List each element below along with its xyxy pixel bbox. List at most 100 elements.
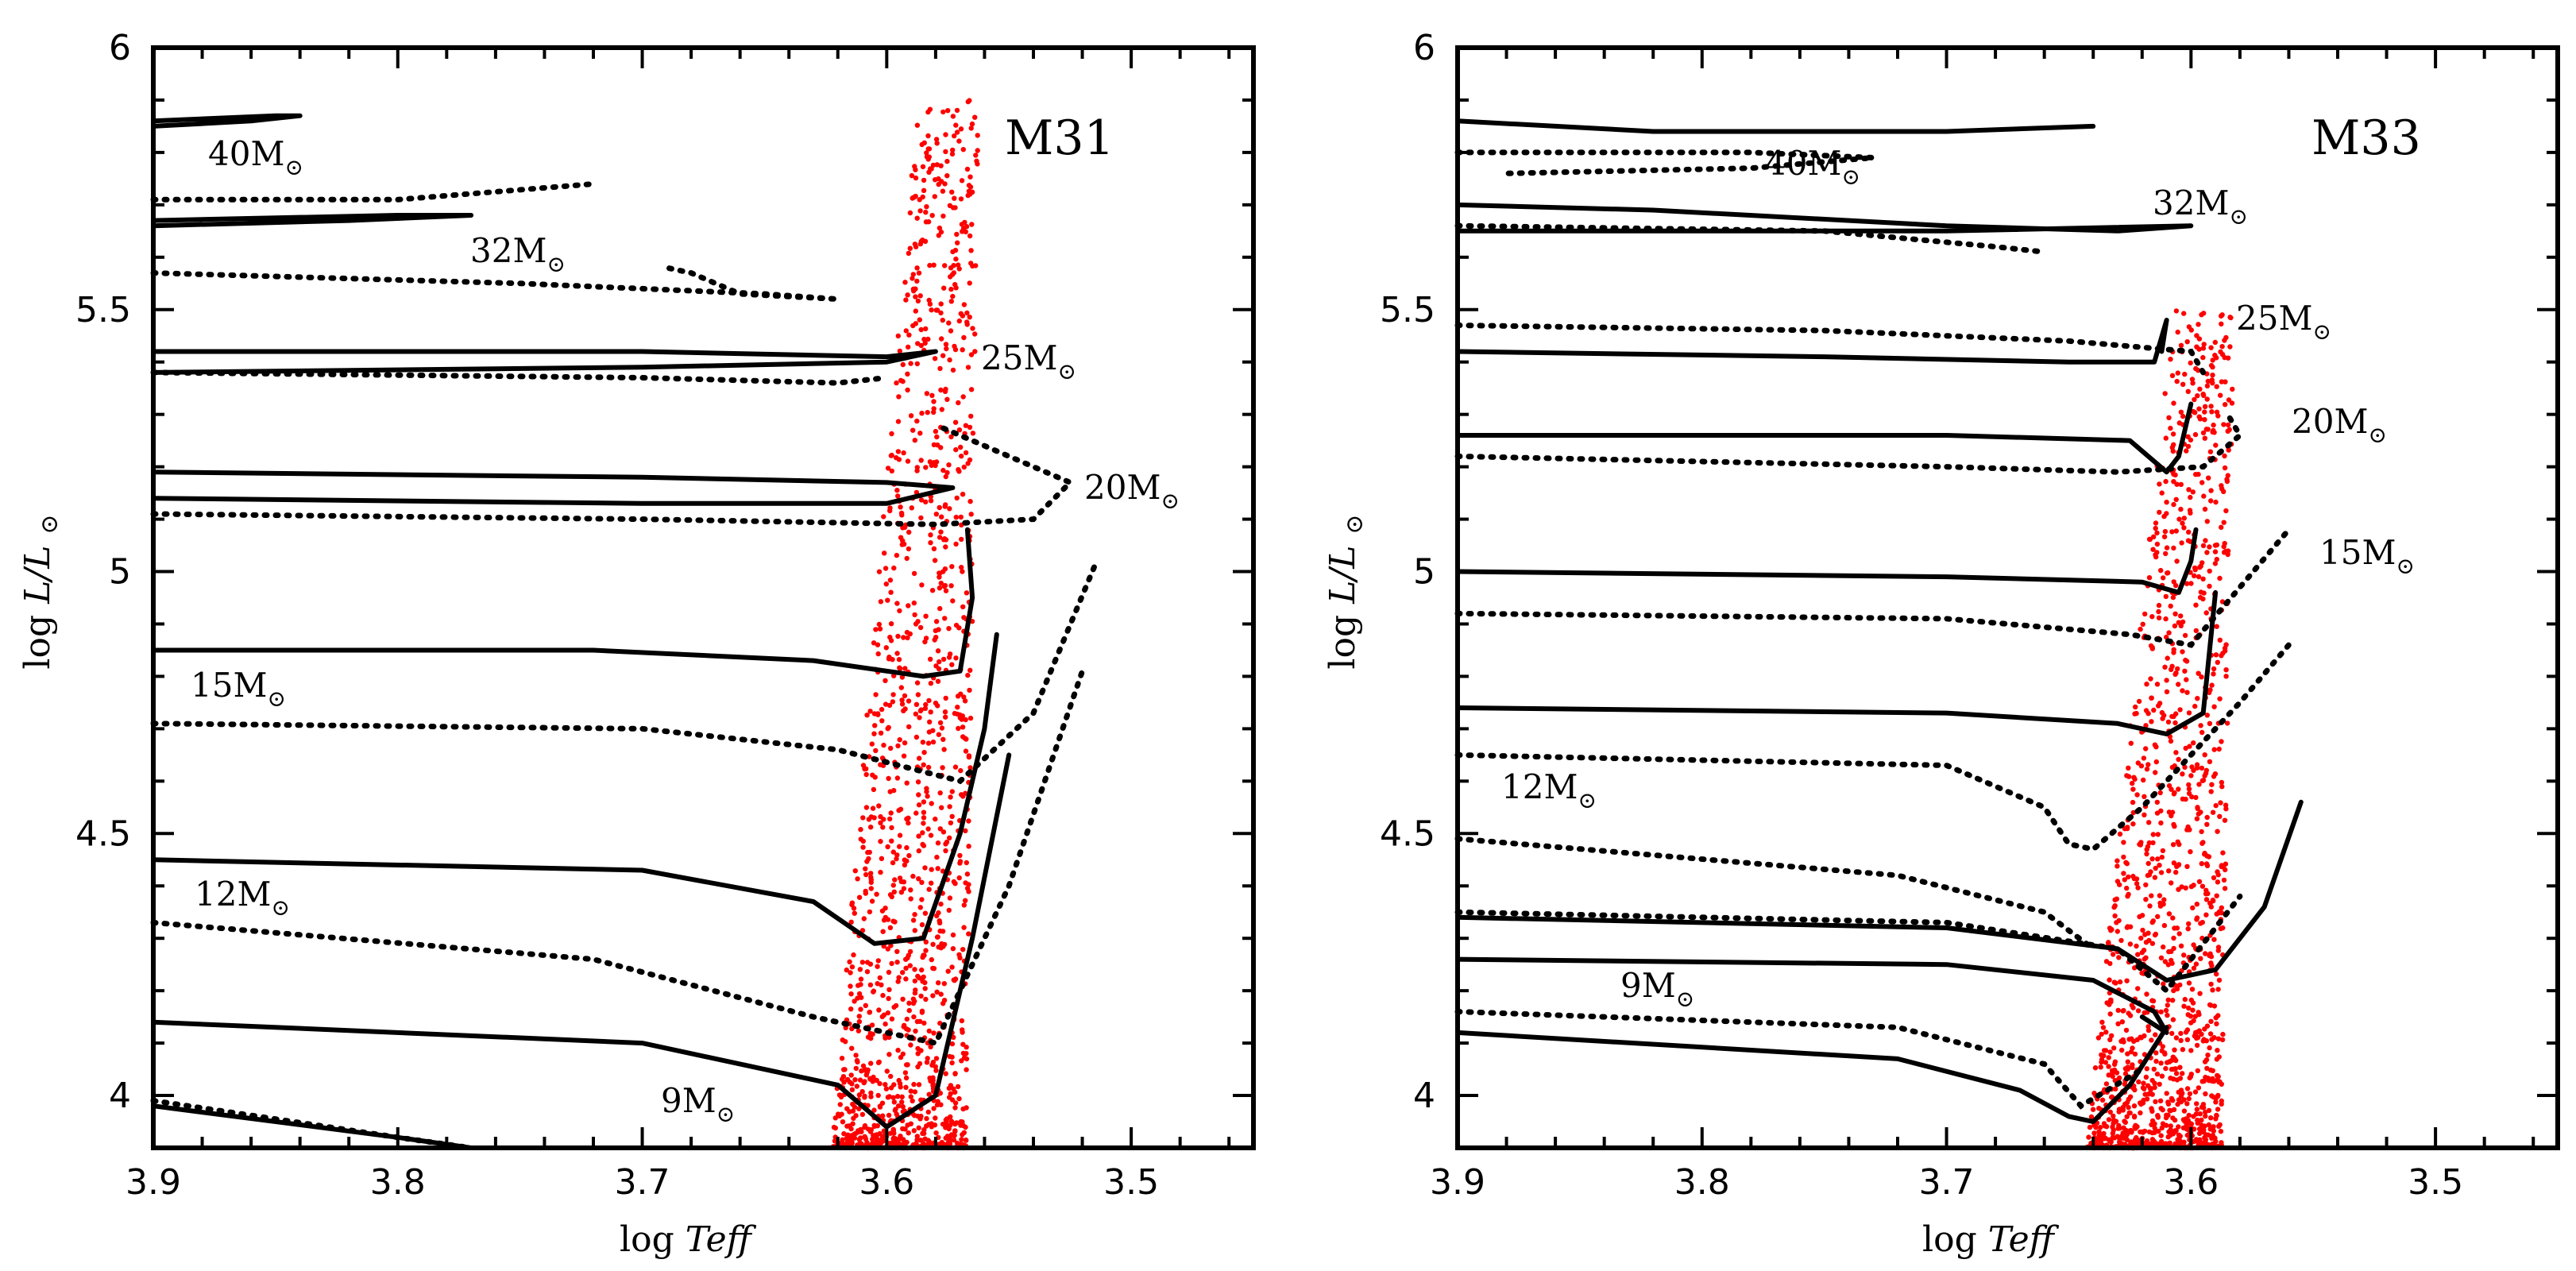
star-point: [2166, 630, 2172, 636]
star-point: [2204, 383, 2211, 388]
star-point: [906, 529, 912, 535]
star-point: [2189, 987, 2196, 992]
m31-mass-label-32: 32M⊙: [470, 231, 566, 277]
star-point: [2195, 1068, 2200, 1074]
star-point: [876, 803, 882, 809]
star-point: [2210, 373, 2215, 378]
star-point: [2176, 756, 2181, 763]
star-point: [2170, 842, 2176, 848]
star-point: [887, 505, 893, 511]
star-point: [2209, 682, 2215, 688]
star-point: [878, 839, 883, 844]
star-point: [902, 1141, 908, 1147]
star-point: [2153, 1058, 2159, 1064]
star-point: [2217, 637, 2223, 643]
star-point: [871, 786, 877, 793]
m31-y-tick-labels: 44.555.56: [75, 28, 131, 1116]
star-point: [967, 687, 972, 693]
star-point: [928, 681, 934, 686]
star-point: [953, 541, 959, 547]
star-point: [2171, 713, 2176, 720]
star-point: [863, 1003, 869, 1009]
star-point: [2203, 1057, 2210, 1063]
m31-plot-frame: [151, 45, 1256, 1150]
m31-mass-label-20: 20M⊙: [1084, 468, 1180, 514]
star-point: [867, 982, 874, 988]
star-point: [2184, 339, 2190, 345]
star-point: [2149, 695, 2154, 701]
star-point: [2106, 1072, 2111, 1078]
star-point: [885, 726, 890, 732]
star-point: [931, 1106, 937, 1111]
star-point: [964, 1045, 969, 1050]
star-point: [868, 1094, 874, 1099]
star-point: [859, 1111, 866, 1118]
star-point: [2161, 713, 2167, 718]
star-point: [2203, 1141, 2210, 1147]
star-point: [2124, 773, 2130, 778]
star-point: [946, 462, 952, 468]
star-point: [2165, 1003, 2170, 1008]
star-point: [929, 307, 934, 313]
star-point: [2103, 1124, 2110, 1130]
star-point: [962, 736, 968, 741]
star-point: [882, 701, 889, 707]
star-point: [2125, 1051, 2130, 1057]
star-point: [963, 898, 968, 903]
star-point: [898, 879, 905, 885]
star-point: [2155, 856, 2161, 862]
star-point: [2214, 893, 2219, 898]
star-point: [967, 499, 973, 504]
star-point: [858, 982, 863, 987]
star-point: [961, 615, 967, 620]
star-point: [910, 873, 916, 879]
star-point: [913, 1028, 918, 1034]
star-point: [915, 1051, 921, 1057]
star-point: [966, 754, 972, 760]
star-point: [968, 248, 974, 253]
star-point: [939, 725, 945, 731]
star-point: [952, 1129, 958, 1134]
star-point: [2170, 915, 2176, 921]
star-point: [2130, 780, 2135, 786]
star-point: [848, 1135, 854, 1141]
star-point: [895, 449, 902, 454]
star-point: [924, 1115, 929, 1122]
track-15M-dotted: [150, 563, 1098, 785]
star-point: [2142, 794, 2147, 799]
star-point: [908, 1094, 914, 1099]
star-point: [960, 147, 967, 153]
star-point: [2188, 773, 2194, 778]
star-point: [967, 280, 972, 286]
star-point: [906, 1000, 912, 1006]
star-point: [2149, 1130, 2155, 1136]
star-point: [852, 868, 859, 874]
star-point: [2215, 987, 2221, 992]
star-point: [2198, 921, 2203, 926]
star-point: [2175, 370, 2180, 376]
star-point: [937, 605, 943, 612]
star-point: [899, 1099, 905, 1105]
star-point: [868, 1060, 874, 1066]
star-point: [2111, 979, 2117, 985]
star-point: [911, 1081, 917, 1087]
star-point: [2144, 682, 2149, 687]
star-point: [967, 315, 972, 320]
star-point: [2121, 871, 2126, 876]
star-point: [2193, 365, 2199, 372]
star-point: [862, 1079, 867, 1084]
star-point: [854, 1084, 860, 1089]
star-point: [2144, 767, 2150, 772]
star-point: [2173, 670, 2179, 676]
star-point: [2171, 935, 2176, 941]
star-point: [912, 912, 917, 918]
star-point: [961, 334, 967, 341]
star-point: [873, 1140, 879, 1145]
star-point: [862, 1134, 867, 1140]
star-point: [2228, 315, 2234, 321]
star-point: [852, 910, 858, 916]
star-point: [952, 133, 957, 139]
star-point: [905, 292, 910, 298]
star-point: [2169, 957, 2174, 964]
star-point: [881, 1138, 886, 1144]
